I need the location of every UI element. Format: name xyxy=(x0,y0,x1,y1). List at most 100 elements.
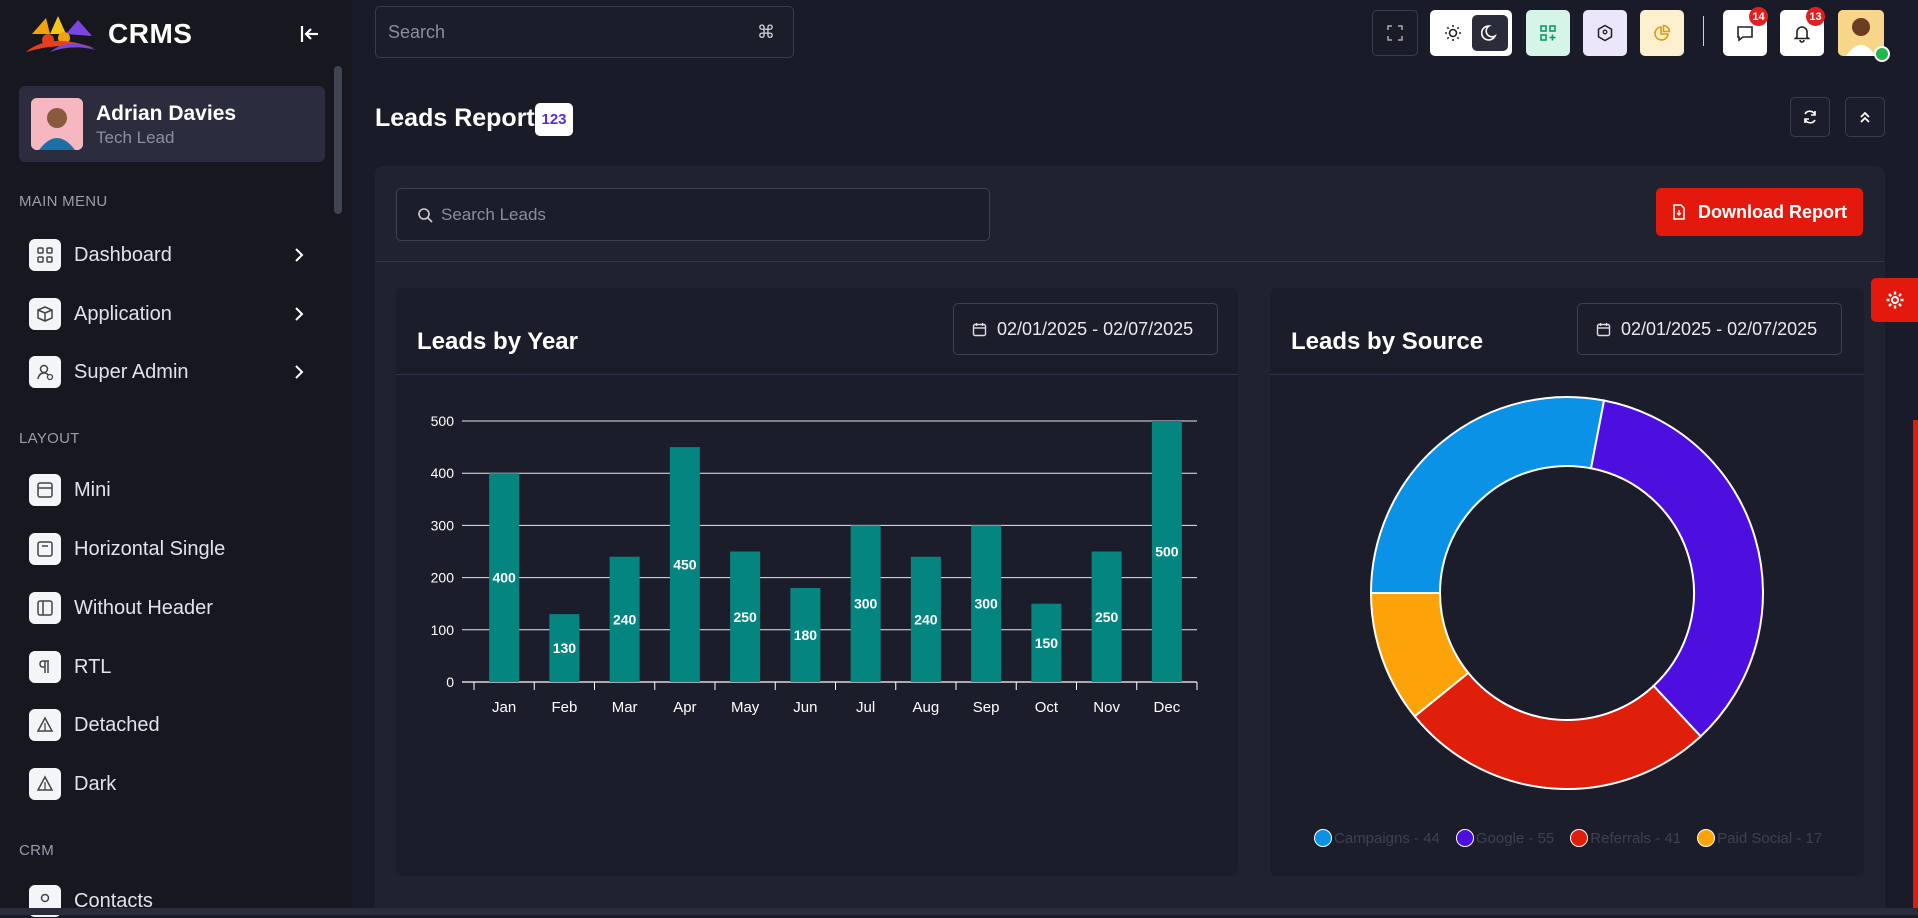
date-range-text: 02/01/2025 - 02/07/2025 xyxy=(997,318,1194,339)
donut-slice xyxy=(1369,592,1470,718)
download-report-label: Download Report xyxy=(1698,201,1847,222)
layout-sidebar-icon xyxy=(29,592,61,624)
sidebar-item-label: Without Header xyxy=(74,596,213,619)
sidebar-scrollbar[interactable] xyxy=(334,66,342,214)
refresh-button[interactable] xyxy=(1790,97,1830,137)
messages-button[interactable]: 14 xyxy=(1723,7,1768,56)
x-tick-label: Nov xyxy=(1093,699,1120,716)
leads-by-year-chart: 0 100 200 300 400 500 400 Jan 130 Feb 240 Mar 450 Apr… xyxy=(431,413,1198,716)
help-button[interactable] xyxy=(1583,10,1627,56)
sidebar-item-rtl[interactable]: RTL xyxy=(29,650,329,684)
search-input[interactable] xyxy=(388,7,748,57)
user-name: Adrian Davies xyxy=(96,102,237,125)
date-range-picker[interactable]: 02/01/2025 - 02/07/2025 xyxy=(953,303,1218,355)
download-report-button[interactable]: Download Report xyxy=(1656,188,1863,236)
leads-search[interactable] xyxy=(396,188,990,241)
donut-slice xyxy=(1589,399,1764,738)
collapse-left-icon xyxy=(300,26,318,42)
sidebar-item-label: Horizontal Single xyxy=(74,537,226,560)
legend-item[interactable]: Campaigns - 44 xyxy=(1314,829,1440,847)
sidebar-item-label: RTL xyxy=(74,655,112,678)
fullscreen-button[interactable] xyxy=(1372,10,1418,56)
y-tick-label: 0 xyxy=(446,674,454,690)
chart-legend: Campaigns - 44 Google - 55 Referrals - 41 P… xyxy=(1314,829,1822,847)
user-menu-avatar[interactable] xyxy=(1838,10,1890,62)
box-icon xyxy=(29,298,61,330)
chevrons-up-icon xyxy=(1860,111,1870,123)
sidebar-collapse-button[interactable] xyxy=(296,20,324,48)
apps-grid-icon xyxy=(1540,25,1556,41)
sidebar-item-dashboard[interactable]: Dashboard xyxy=(29,238,329,272)
light-mode-button[interactable] xyxy=(1434,15,1472,51)
notifications-badge: 13 xyxy=(1806,7,1825,26)
theme-toggle[interactable] xyxy=(1430,10,1512,56)
legend-swatch xyxy=(1570,829,1589,847)
sidebar-item-dark[interactable]: Dark xyxy=(29,767,329,801)
calendar-icon xyxy=(1596,322,1611,336)
x-tick-label: Oct xyxy=(1035,699,1059,716)
bar-value-label: 300 xyxy=(974,596,998,612)
sidebar-item-mini[interactable]: Mini xyxy=(29,473,329,507)
sidebar-item-super-admin[interactable]: Super Admin xyxy=(29,355,329,389)
triangle-icon xyxy=(29,709,61,741)
donut-slice xyxy=(1413,671,1703,790)
chevron-right-icon xyxy=(295,307,304,321)
user-star-icon xyxy=(29,356,61,388)
legend-label: Campaigns - 44 xyxy=(1334,829,1440,847)
sidebar-item-label: Mini xyxy=(74,478,111,501)
header-divider xyxy=(1703,16,1704,46)
card-divider xyxy=(396,374,1238,375)
user-profile-card[interactable]: Adrian Davies Tech Lead xyxy=(19,86,325,162)
bar-value-label: 500 xyxy=(1155,544,1179,560)
legend-item[interactable]: Referrals - 41 xyxy=(1570,829,1681,847)
user-role: Tech Lead xyxy=(96,128,175,147)
grid-icon xyxy=(29,239,61,271)
bar xyxy=(910,556,941,682)
leads-by-source-card: Leads by Source 02/01/2025 - 02/07/2025 xyxy=(1270,288,1864,876)
search-leads-input[interactable] xyxy=(441,189,971,240)
chevron-right-icon xyxy=(295,365,304,379)
sidebar-item-without-header[interactable]: Without Header xyxy=(29,591,329,625)
bar xyxy=(850,525,881,682)
legend-swatch xyxy=(1314,829,1332,847)
reports-button[interactable] xyxy=(1640,10,1684,56)
sidebar-item-label: Dark xyxy=(74,772,117,795)
sidebar-item-application[interactable]: Application xyxy=(29,297,329,331)
apps-button[interactable] xyxy=(1526,10,1570,56)
bar-value-label: 300 xyxy=(854,596,878,612)
card-title: Leads by Source xyxy=(1291,328,1484,355)
bar-value-label: 450 xyxy=(673,557,697,573)
bar xyxy=(1091,551,1122,682)
notifications-button[interactable]: 13 xyxy=(1780,7,1825,56)
x-tick-label: Feb xyxy=(551,699,577,716)
online-status-icon xyxy=(1874,46,1890,62)
settings-button[interactable] xyxy=(1871,278,1918,322)
dark-mode-button[interactable] xyxy=(1472,15,1508,51)
sun-icon xyxy=(1445,25,1461,41)
sidebar-item-horizontal-single[interactable]: Horizontal Single xyxy=(29,532,329,566)
legend-item[interactable]: Paid Social - 17 xyxy=(1697,829,1822,847)
legend-swatch xyxy=(1455,829,1474,847)
fullscreen-icon xyxy=(1387,25,1403,41)
legend-item[interactable]: Google - 55 xyxy=(1455,829,1554,847)
brand-name: CRMS xyxy=(108,18,193,49)
command-key-icon: ⌘ xyxy=(757,22,775,42)
sidebar-item-detached[interactable]: Detached xyxy=(29,708,329,742)
date-range-picker[interactable]: 02/01/2025 - 02/07/2025 xyxy=(1577,303,1842,355)
legend-label: Referrals - 41 xyxy=(1590,829,1682,847)
bar-value-label: 250 xyxy=(1095,609,1119,625)
x-tick-label: Apr xyxy=(673,699,696,716)
bar-value-label: 240 xyxy=(914,611,938,627)
avatar xyxy=(31,98,83,150)
panel-divider xyxy=(375,261,1885,262)
page-scrollbar[interactable] xyxy=(1913,420,1918,915)
brand-logo[interactable]: CRMS xyxy=(20,14,192,54)
bar-value-label: 240 xyxy=(613,611,637,627)
bar xyxy=(730,551,761,682)
hexagon-question-icon xyxy=(1597,24,1613,42)
pie-chart-icon xyxy=(1654,24,1671,41)
collapse-header-button[interactable] xyxy=(1845,97,1885,137)
donut-slice xyxy=(1369,396,1606,594)
global-search[interactable]: ⌘ xyxy=(375,6,794,58)
pilcrow-icon xyxy=(29,651,61,683)
